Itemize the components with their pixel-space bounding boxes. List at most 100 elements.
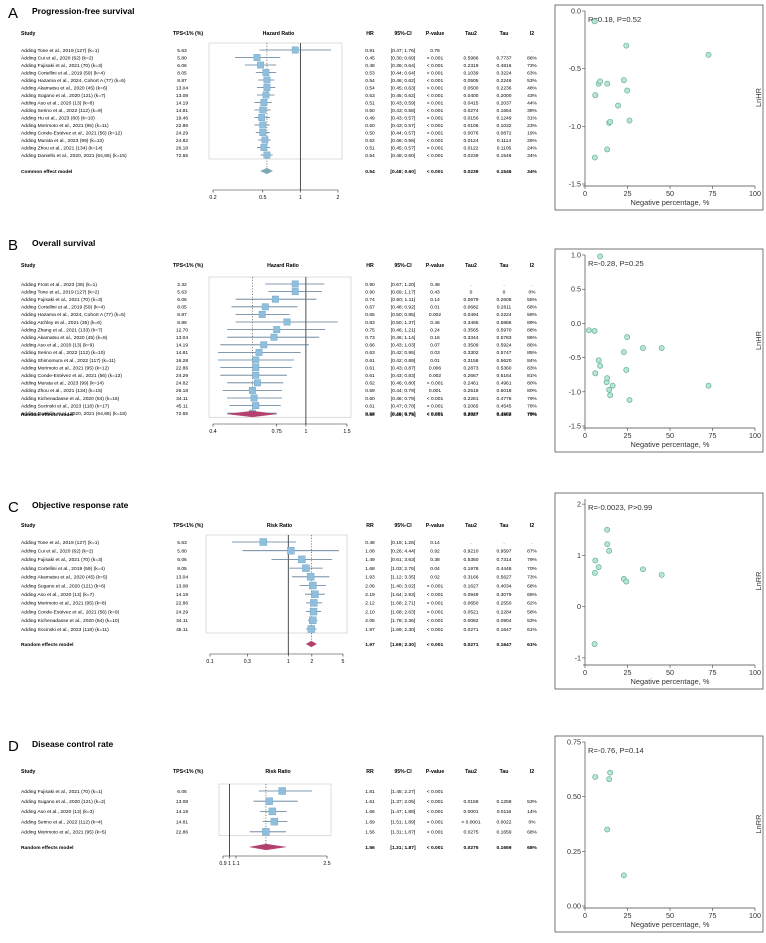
study-estimate-box	[259, 106, 267, 114]
ci-value: [0.50; 0.85]	[391, 312, 416, 318]
x-tick-label: 100	[749, 189, 761, 198]
i2-value: 48%	[527, 85, 537, 91]
p-value: < 0.001	[427, 592, 444, 598]
y-tick-label: 0.0	[571, 7, 581, 16]
tau-value: 0.2605	[497, 297, 512, 303]
p-value: 0.07	[430, 343, 440, 349]
p-value: < 0.001	[427, 381, 444, 387]
tau2-value: 0.0001	[464, 809, 479, 815]
x-tick-label: 0.1	[206, 659, 213, 665]
tau-value: 0.1258	[497, 799, 512, 805]
x-tick-label: 1.1	[232, 861, 239, 867]
tau-value: 0.3224	[497, 70, 512, 76]
study-estimate-box	[309, 581, 317, 590]
scatter-point	[626, 117, 633, 124]
ci-value: [0.46; 0.79]	[391, 396, 416, 402]
p-value: < 0.001	[427, 85, 444, 91]
tau-value: 0.5783	[497, 335, 512, 341]
tau2-value: 0.0156	[464, 115, 479, 121]
tps-value: 24.29	[176, 609, 189, 615]
i2-value: 70%	[527, 566, 537, 572]
i2-value: 86%	[527, 343, 537, 349]
scatter-frame	[554, 735, 764, 933]
tps-value: 16.28	[176, 358, 189, 364]
tau-value: 0.1105	[497, 145, 512, 151]
tau2-value: 0.3158	[464, 358, 479, 364]
column-header: Hazard Ratio	[267, 263, 299, 269]
tau-value: 0.1659	[497, 830, 512, 836]
p-value: 0.38	[430, 557, 440, 563]
i2-value: 68%	[527, 583, 537, 589]
summary-i2: 34%	[527, 169, 537, 175]
study-estimate-box	[250, 394, 258, 402]
study-estimate-box	[261, 303, 269, 311]
scatter-point	[591, 328, 598, 334]
column-header: TPS<1% (%)	[173, 769, 203, 775]
study-label: Adding Hazama et al., 2024, Cohort A (77…	[21, 78, 126, 84]
column-header: I2	[530, 263, 534, 269]
p-value: 0.43	[430, 289, 440, 295]
study-label: Adding Zhang et al., 2021 (133) (k=7)	[21, 327, 103, 333]
i2-value: 83%	[527, 365, 537, 371]
tau-value: 0.3079	[497, 592, 512, 598]
study-estimate-box	[262, 91, 270, 99]
effect-value: 0.52	[365, 138, 375, 144]
column-header: Study	[21, 523, 36, 529]
summary-ci: [0.48; 0.60]	[390, 169, 416, 175]
tps-value: 24.82	[176, 381, 189, 387]
scatter-point	[597, 253, 604, 260]
tps-value: 8.87	[177, 78, 187, 84]
i2-value: 86%	[527, 55, 537, 61]
scatter-point	[592, 370, 599, 377]
x-tick-label: 75	[709, 668, 717, 677]
panel-letter: B	[8, 237, 18, 254]
x-tick-label: 50	[666, 668, 674, 677]
i2-value: 0%	[528, 819, 536, 825]
plot-frame	[218, 783, 332, 837]
study-label: Adding Serino et al., 2022 (112) (k=4)	[21, 819, 103, 825]
tps-value: 8.05	[177, 566, 187, 572]
study-label: Adding Serino et al., 2022 (112) (k=10)	[21, 350, 105, 356]
ci-value: [0.43; 0.59]	[391, 100, 416, 106]
correlation-annotation: R=-0.76, P=0.14	[588, 746, 644, 755]
i2-value: 79%	[527, 396, 537, 402]
ci-value: [0.47; 0.78]	[391, 403, 416, 409]
scatter-point	[620, 77, 627, 84]
p-value: 0.01	[430, 358, 440, 364]
ci-value: [0.46; 0.58]	[391, 138, 416, 144]
effect-value: 2.10	[365, 609, 375, 615]
tau2-value: 0.2027	[464, 411, 479, 417]
effect-value: 0.67	[365, 305, 375, 311]
column-header: TPS<1% (%)	[173, 31, 203, 37]
tau-value: 0.5360	[497, 365, 512, 371]
tau-value: 0.0904	[497, 618, 512, 624]
ci-value: [0.46; 1.21]	[391, 327, 416, 333]
tau-value: 0.2037	[497, 100, 512, 106]
scatter-point	[604, 526, 611, 533]
tau2-value: 0.0500	[464, 85, 479, 91]
y-tick-label: -1	[575, 653, 581, 662]
i2-value: 80%	[527, 381, 537, 387]
tps-value: 14.19	[176, 100, 189, 106]
tps-value: 5.63	[177, 48, 187, 54]
y-tick-label: 1.0	[571, 251, 581, 260]
scatter-point	[592, 92, 599, 99]
study-label: Adding Tone et al., 2019 (127) (k=1)	[21, 48, 99, 54]
scatter-point	[640, 566, 646, 573]
study-estimate-box	[260, 144, 268, 151]
i2-value: 78%	[527, 403, 537, 409]
y-tick-label: 0.0	[571, 319, 581, 328]
tps-value: 5.80	[177, 55, 187, 61]
y-tick-label: 0.25	[567, 847, 581, 856]
tps-value: 13.08	[176, 93, 189, 99]
ci-value: [0.26; 4.44]	[391, 549, 416, 555]
ci-value: [0.44; 0.64]	[391, 70, 416, 76]
study-estimate-box	[273, 326, 281, 334]
summary-label: Random effects model	[21, 845, 74, 851]
i2-value: 55%	[527, 297, 537, 303]
tps-value: 13.04	[176, 575, 189, 581]
effect-value: 0.61	[365, 358, 375, 364]
tau-value: 0.1032	[497, 123, 512, 129]
ci-value: [0.50; 1.37]	[391, 320, 416, 326]
tps-value: 13.04	[176, 335, 189, 341]
